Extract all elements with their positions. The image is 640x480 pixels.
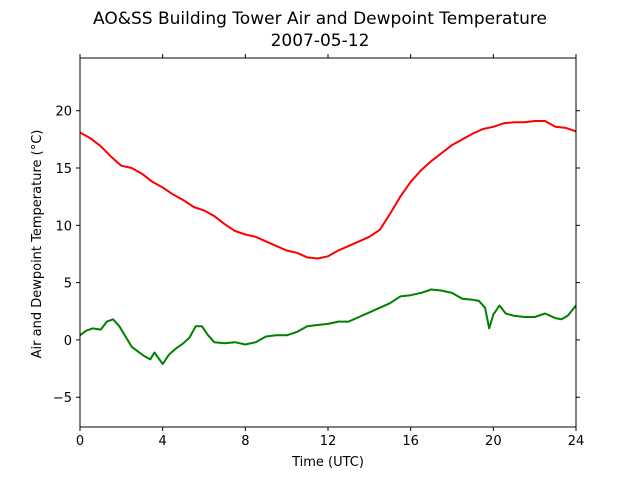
plot-frame — [79, 57, 577, 428]
x-tick-label: 12 — [320, 434, 337, 449]
y-tick-label: 10 — [55, 219, 72, 234]
y-tick-label: 15 — [55, 162, 72, 177]
x-tick-label: 20 — [485, 434, 502, 449]
x-tick-label: 16 — [402, 434, 419, 449]
plot-area: 0 4 8 12 16 20 24 −5 0 5 10 15 20 — [53, 54, 584, 449]
y-tick-label: −5 — [53, 391, 72, 406]
y-tick-label: 5 — [64, 277, 72, 292]
x-axis-label: Time (UTC) — [291, 455, 364, 470]
x-tick-label: 0 — [76, 434, 84, 449]
y-tick-label: 20 — [55, 105, 72, 120]
series-line-0 — [79, 120, 577, 260]
x-tick-label: 24 — [568, 434, 585, 449]
y-tick-label: 0 — [64, 334, 72, 349]
x-tick-label: 4 — [159, 434, 167, 449]
series-line-1 — [79, 288, 577, 365]
chart-title: AO&SS Building Tower Air and Dewpoint Te… — [93, 9, 547, 29]
x-tick-label: 8 — [241, 434, 249, 449]
chart-subtitle: 2007-05-12 — [271, 31, 370, 51]
y-axis-label: Air and Dewpoint Temperature (°C) — [30, 130, 45, 359]
